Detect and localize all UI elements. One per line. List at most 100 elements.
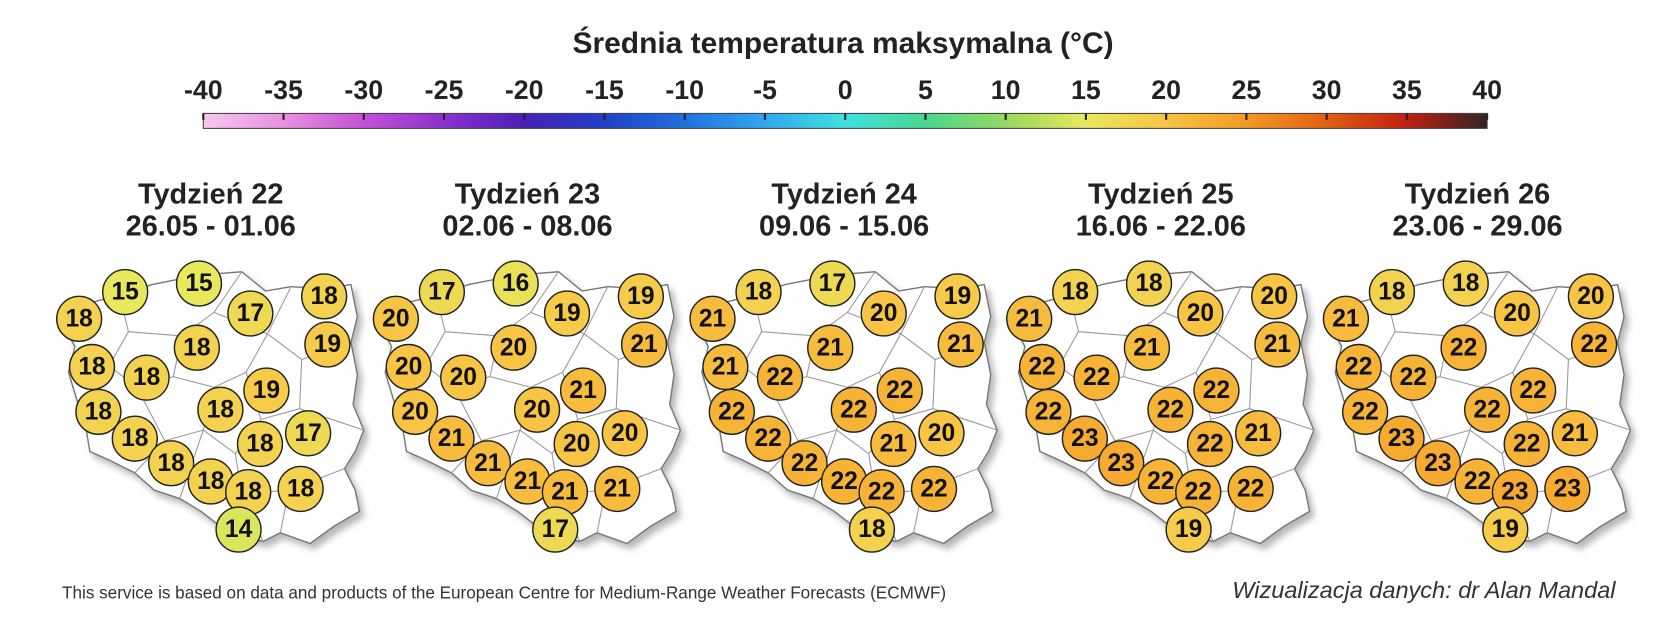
temperature-label: 19 bbox=[314, 331, 341, 358]
temperature-label: 19 bbox=[627, 283, 654, 310]
temperature-label: 17 bbox=[428, 279, 455, 306]
temperature-marker bbox=[1544, 465, 1591, 513]
temperature-label: 20 bbox=[395, 354, 422, 381]
temperature-marker bbox=[807, 324, 854, 371]
temperature-label: 21 bbox=[1244, 420, 1271, 447]
temperature-marker bbox=[1018, 343, 1066, 391]
temperature-label: 21 bbox=[630, 331, 657, 358]
week-dates: 23.06 - 29.06 bbox=[1392, 211, 1562, 243]
temperature-marker bbox=[148, 440, 195, 487]
temperature-label: 18 bbox=[310, 283, 337, 310]
colorbar-tick-label: 5 bbox=[918, 75, 933, 105]
temperature-marker bbox=[385, 343, 432, 391]
temperature-marker bbox=[440, 354, 487, 401]
temperature-marker bbox=[553, 420, 600, 468]
temperature-label: 22 bbox=[1519, 377, 1546, 404]
temperature-label: 20 bbox=[401, 398, 428, 425]
temperature-label: 22 bbox=[1351, 398, 1378, 425]
temperature-label: 23 bbox=[1108, 450, 1135, 477]
temperature-marker bbox=[1073, 354, 1120, 401]
temperature-label: 16 bbox=[502, 270, 529, 297]
temperature-label: 18 bbox=[183, 334, 210, 361]
temperature-label: 19 bbox=[253, 377, 280, 404]
temperature-label: 18 bbox=[1135, 270, 1162, 297]
temperature-marker bbox=[601, 410, 648, 457]
temperature-marker bbox=[1551, 410, 1599, 457]
temperature-label: 21 bbox=[947, 331, 974, 358]
colorbar-tick-label: 15 bbox=[1071, 75, 1101, 105]
temperature-marker bbox=[918, 410, 965, 457]
temperature-label: 22 bbox=[718, 398, 745, 425]
temperature-marker bbox=[1414, 440, 1462, 487]
temperature-label: 23 bbox=[1554, 476, 1581, 503]
temperature-marker bbox=[1025, 388, 1072, 436]
temperature-marker bbox=[870, 420, 917, 468]
temperature-marker bbox=[1493, 290, 1541, 337]
week-dates: 02.06 - 08.06 bbox=[442, 211, 612, 243]
temperature-marker bbox=[1193, 367, 1240, 414]
temperature-marker bbox=[197, 386, 244, 433]
temperature-label: 18 bbox=[207, 396, 234, 423]
temperature-label: 21 bbox=[1264, 331, 1291, 358]
colorbar-tick-label: -35 bbox=[264, 75, 303, 105]
temperature-marker bbox=[594, 465, 641, 513]
week-title: Tydzień 26 bbox=[1405, 178, 1551, 210]
temperature-label: 18 bbox=[858, 516, 885, 543]
temperature-marker bbox=[860, 290, 907, 337]
temperature-label: 22 bbox=[1237, 476, 1264, 503]
temperature-marker bbox=[75, 388, 122, 436]
temperature-label: 17 bbox=[237, 300, 264, 327]
temperature-label: 20 bbox=[563, 431, 590, 458]
temperature-marker bbox=[876, 367, 923, 414]
temperature-marker bbox=[277, 465, 324, 513]
temperature-label: 22 bbox=[1083, 364, 1110, 391]
temperature-marker bbox=[934, 273, 981, 320]
temperature-marker bbox=[1503, 420, 1550, 468]
temperature-label: 22 bbox=[1035, 398, 1062, 425]
temperature-label: 19 bbox=[944, 283, 971, 310]
temperature-label: 22 bbox=[1464, 468, 1491, 495]
temperature-marker bbox=[173, 324, 221, 371]
temperature-label: 18 bbox=[197, 468, 224, 495]
temperature-marker bbox=[490, 324, 537, 371]
temperature-label: 21 bbox=[1016, 305, 1043, 332]
temperature-marker bbox=[418, 268, 466, 316]
temperature-label: 18 bbox=[78, 354, 105, 381]
temperature-label: 22 bbox=[1473, 396, 1500, 423]
colorbar-tick-label: -30 bbox=[344, 75, 383, 105]
temperature-marker bbox=[1368, 268, 1416, 316]
temperature-marker bbox=[1567, 273, 1615, 320]
temperature-marker bbox=[1227, 465, 1274, 513]
temperature-label: 20 bbox=[450, 364, 477, 391]
temperature-label: 22 bbox=[1450, 334, 1477, 361]
temperature-marker bbox=[102, 268, 149, 316]
temperature-label: 20 bbox=[500, 334, 527, 361]
temperature-label: 17 bbox=[819, 270, 846, 297]
week-dates: 26.05 - 01.06 bbox=[126, 211, 296, 243]
temperature-marker bbox=[1482, 506, 1529, 553]
temperature-marker bbox=[735, 268, 782, 316]
temperature-marker bbox=[227, 290, 274, 337]
temperature-label: 22 bbox=[840, 396, 867, 423]
temperature-label: 17 bbox=[294, 420, 321, 447]
temperature-marker bbox=[1254, 321, 1301, 368]
temperature-label: 21 bbox=[699, 305, 726, 332]
temperature-label: 15 bbox=[185, 270, 212, 297]
colorbar-tick-label: -40 bbox=[184, 75, 223, 105]
temperature-label: 21 bbox=[1561, 420, 1588, 447]
temperature-label: 21 bbox=[1133, 334, 1160, 361]
week-title: Tydzień 22 bbox=[138, 178, 283, 210]
temperature-marker bbox=[513, 386, 561, 433]
temperature-marker bbox=[1147, 386, 1194, 433]
temperature-marker bbox=[1123, 324, 1171, 371]
colorbar-tick-label: -25 bbox=[425, 75, 464, 105]
temperature-label: 18 bbox=[1452, 270, 1479, 297]
temperature-label: 18 bbox=[246, 431, 273, 458]
temperature-label: 18 bbox=[287, 476, 314, 503]
week-title: Tydzień 25 bbox=[1088, 178, 1234, 210]
temperature-marker bbox=[1378, 415, 1425, 462]
